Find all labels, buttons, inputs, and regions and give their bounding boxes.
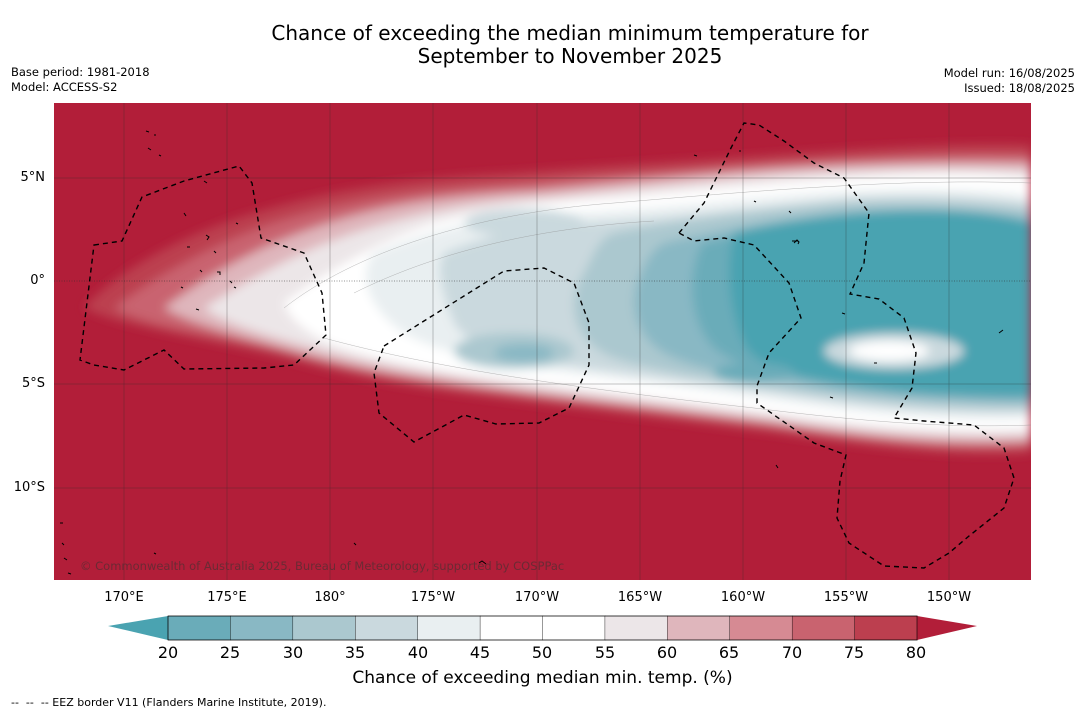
lat-tick-5s: 5°S (21, 376, 45, 391)
lon-tick-175w: 175°W (410, 590, 456, 605)
cbar-tick-30: 30 (282, 643, 304, 662)
colorbar-cell (167, 615, 232, 641)
meta-left: Base period: 1981-2018 Model: ACCESS-S2 (11, 65, 150, 94)
cbar-tick-35: 35 (344, 643, 366, 662)
model-name: Model: ACCESS-S2 (11, 79, 118, 94)
lon-tick-175e: 175°E (207, 590, 247, 605)
grid-lines (54, 103, 1031, 580)
colorbar-cell (791, 615, 856, 641)
lon-tick-165w: 165°W (617, 590, 663, 605)
base-period: Base period: 1981-2018 (11, 65, 150, 79)
cbar-tick-40: 40 (407, 643, 429, 662)
colorbar-extend-high (917, 616, 977, 640)
lon-tick-155w: 155°W (823, 590, 869, 605)
cbar-tick-45: 45 (469, 643, 491, 662)
cbar-tick-65: 65 (718, 643, 740, 662)
colorbar-frame (167, 615, 918, 641)
cbar-tick-25: 25 (219, 643, 241, 662)
colorbar-extend-low (108, 616, 168, 640)
title-line-2: September to November 2025 (417, 44, 723, 68)
eez-legend-note: -- -- -- EEZ border V11 (Flanders Marine… (11, 696, 327, 709)
colorbar-label: Chance of exceeding median min. temp. (%… (352, 668, 733, 688)
issued-date: Issued: 18/08/2025 (964, 80, 1075, 95)
copyright-credit: © Commonwealth of Australia 2025, Bureau… (80, 559, 565, 573)
islands (60, 130, 1004, 575)
colorbar-cell (667, 615, 731, 641)
colorbar-cells (167, 615, 918, 641)
lat-tick-10s: 10°S (13, 480, 45, 495)
colorbar (108, 615, 977, 641)
lon-tick-170w: 170°W (514, 590, 560, 605)
cbar-tick-75: 75 (843, 643, 865, 662)
lon-tick-160w: 160°W (720, 590, 766, 605)
colorbar-cell (729, 615, 793, 641)
cbar-tick-70: 70 (781, 643, 803, 662)
cbar-tick-60: 60 (656, 643, 678, 662)
lat-tick-0: 0° (30, 273, 45, 288)
colorbar-cell (604, 615, 669, 641)
cbar-tick-80: 80 (905, 643, 927, 662)
title-line-1: Chance of exceeding the median minimum t… (271, 21, 869, 45)
meta-right: Model run: 16/08/2025 Issued: 18/08/2025 (944, 66, 1075, 95)
colorbar-cell (479, 615, 544, 641)
lon-tick-150w: 150°W (926, 590, 972, 605)
forecast-map (54, 103, 1031, 580)
colorbar-cell (355, 615, 419, 641)
lat-tick-5n: 5°N (20, 170, 46, 185)
eez-borders (79, 122, 1015, 569)
colorbar-cell (854, 615, 918, 641)
lon-tick-180: 180° (314, 590, 346, 605)
lon-tick-170e: 170°E (104, 590, 144, 605)
model-run: Model run: 16/08/2025 (943, 66, 1075, 80)
chart-title: Chance of exceeding the median minimum t… (0, 22, 1085, 68)
cbar-tick-55: 55 (594, 643, 616, 662)
probability-field (84, 144, 1031, 455)
colorbar-cell (542, 615, 606, 641)
contour-lines (283, 181, 1031, 427)
cbar-tick-50: 50 (531, 643, 553, 662)
cbar-tick-20: 20 (157, 643, 179, 662)
colorbar-cell (417, 615, 481, 641)
colorbar-cell (230, 615, 294, 641)
colorbar-cell (292, 615, 356, 641)
